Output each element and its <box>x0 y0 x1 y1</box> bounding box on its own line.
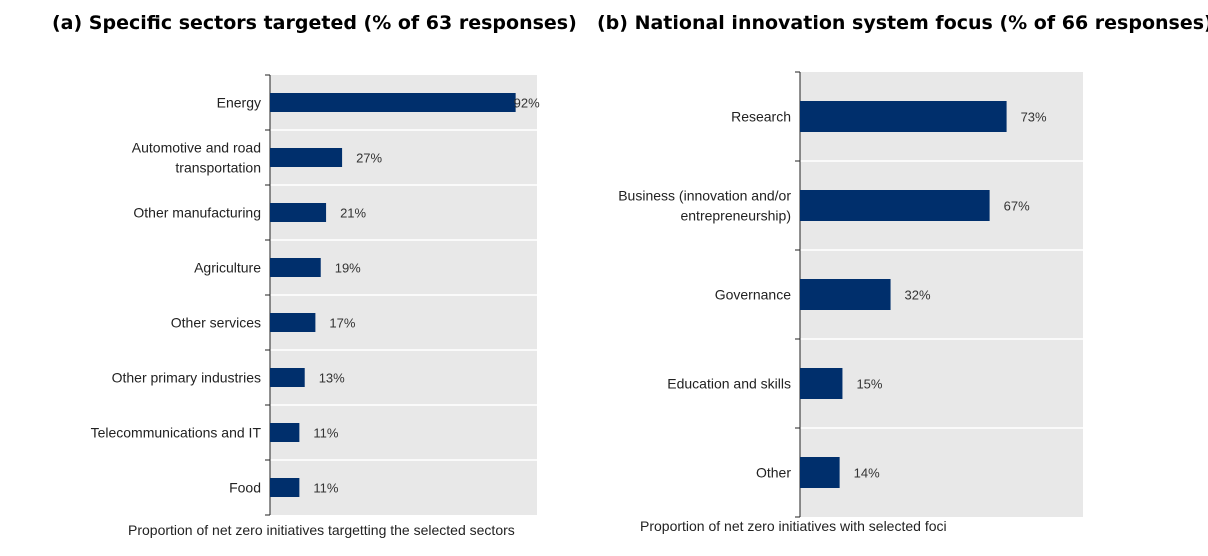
bar <box>270 258 321 277</box>
category-label: Other primary industries <box>112 370 261 386</box>
data-label: 27% <box>356 151 382 166</box>
chart-a: 92% Energy 27% Automotive and road transport… <box>91 74 540 538</box>
data-label: 13% <box>319 371 345 386</box>
category-label: Automotive and road transportation <box>132 140 261 176</box>
data-label: 67% <box>1004 199 1030 214</box>
data-label: 21% <box>340 206 366 221</box>
bar <box>800 457 840 488</box>
data-label: 19% <box>335 261 361 276</box>
bar <box>270 368 305 387</box>
x-axis-label: Proportion of net zero initiatives targe… <box>128 522 515 538</box>
data-label: 92% <box>514 96 540 111</box>
chart-b: 73% Research 67% Business (innovation and/o… <box>618 71 1083 534</box>
category-label: Research <box>731 109 791 125</box>
bar <box>800 368 843 399</box>
bar <box>270 313 316 332</box>
x-axis-label: Proportion of net zero initiatives with … <box>640 518 947 534</box>
category-label: Other manufacturing <box>133 205 261 221</box>
data-label: 17% <box>329 316 355 331</box>
chart-a-title: (a) Specific sectors targeted (% of 63 r… <box>52 12 577 34</box>
bar <box>270 93 516 112</box>
data-label: 11% <box>313 481 338 496</box>
bar <box>800 101 1007 132</box>
data-label: 14% <box>854 466 880 481</box>
data-label: 73% <box>1021 110 1047 125</box>
bar <box>800 190 990 221</box>
bar <box>270 478 300 497</box>
category-label: Telecommunications and IT <box>91 425 262 441</box>
bar <box>270 203 327 222</box>
category-label: Governance <box>715 287 791 303</box>
bar <box>270 423 300 442</box>
category-label: Business (innovation and/or entrepreneurs… <box>618 188 791 224</box>
category-label: Other <box>756 465 791 481</box>
category-label: Energy <box>217 95 261 111</box>
bar <box>270 148 343 167</box>
category-label: Food <box>229 480 261 496</box>
category-label: Agriculture <box>194 260 261 276</box>
category-label: Education and skills <box>667 376 791 392</box>
data-label: 32% <box>905 288 931 303</box>
data-label: 11% <box>313 426 338 441</box>
bar <box>800 279 891 310</box>
category-label: Other services <box>171 315 261 331</box>
chart-b-title: (b) National innovation system focus (% … <box>597 12 1208 34</box>
data-label: 15% <box>856 377 882 392</box>
